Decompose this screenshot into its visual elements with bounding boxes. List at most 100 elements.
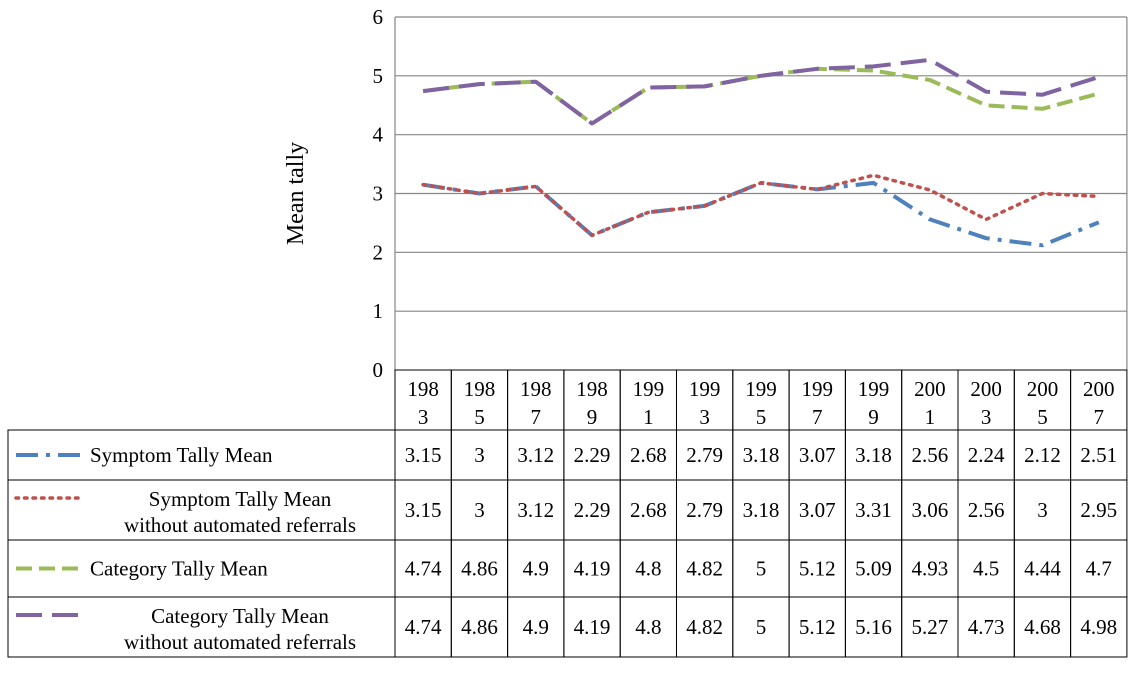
data-label: 4.86	[461, 557, 498, 581]
x-tick-label: 1	[925, 405, 936, 429]
data-label: 5.09	[855, 557, 892, 581]
y-axis-tick-labels: 0 1 2 3 4 5 6	[373, 5, 384, 382]
data-label: 5.12	[799, 615, 836, 639]
y-tick-label: 6	[373, 5, 384, 29]
y-tick-label: 2	[373, 240, 384, 264]
series-line-2	[421, 173, 1101, 238]
x-tick-label: 9	[868, 405, 879, 429]
x-tick-label: 198	[520, 377, 552, 401]
data-label: 2.24	[968, 443, 1005, 467]
series-line-4	[422, 57, 1100, 126]
x-tick-label: 5	[1037, 405, 1048, 429]
data-label: 2.12	[1024, 443, 1061, 467]
data-label: 3.06	[911, 498, 948, 522]
data-label: 4.82	[686, 557, 723, 581]
legend-label: Symptom Tally Mean	[149, 487, 332, 511]
data-label: 4.5	[973, 557, 999, 581]
data-label: 5.12	[799, 557, 836, 581]
data-label: 5	[756, 615, 767, 639]
data-label: 4.9	[523, 557, 549, 581]
legend-label: Category Tally Mean	[151, 604, 329, 628]
data-label: 4.44	[1024, 557, 1061, 581]
data-label: 4.7	[1086, 557, 1112, 581]
y-tick-label: 5	[373, 64, 384, 88]
data-label: 3.18	[743, 498, 780, 522]
y-tick-label: 3	[373, 182, 384, 206]
x-tick-label: 200	[1083, 377, 1115, 401]
y-axis-label: Mean tally	[283, 142, 309, 245]
data-label: 2.29	[574, 443, 611, 467]
y-tick-label: 1	[373, 299, 384, 323]
data-label: 2.56	[968, 498, 1005, 522]
data-label: 4.98	[1080, 615, 1117, 639]
data-label: 3.15	[405, 498, 442, 522]
data-label: 2.68	[630, 498, 667, 522]
data-label: 3	[474, 443, 485, 467]
data-label: 4.73	[968, 615, 1005, 639]
data-label: 3.31	[855, 498, 892, 522]
data-label: 2.56	[911, 443, 948, 467]
x-tick-label: 199	[745, 377, 777, 401]
data-label: 4.19	[574, 557, 611, 581]
data-label: 3	[1037, 498, 1048, 522]
legend-label: Category Tally Mean	[90, 557, 268, 581]
data-label: 4.74	[405, 615, 442, 639]
x-tick-label: 7	[812, 405, 823, 429]
value-cell	[1070, 596, 1128, 658]
x-tick-label: 200	[970, 377, 1002, 401]
data-label: 4.68	[1024, 615, 1061, 639]
data-label: 5	[756, 557, 767, 581]
data-label: 3	[474, 498, 485, 522]
data-label: 5.27	[911, 615, 948, 639]
x-tick-label: 1	[643, 405, 654, 429]
data-label: 2.29	[574, 498, 611, 522]
series-lines	[421, 57, 1101, 248]
x-tick-label: 199	[633, 377, 665, 401]
x-tick-label: 199	[802, 377, 834, 401]
data-label: 2.51	[1080, 443, 1117, 467]
legend-label: without automated referrals	[124, 630, 356, 654]
data-label: 2.68	[630, 443, 667, 467]
data-label: 3.07	[799, 443, 836, 467]
data-label: 4.86	[461, 615, 498, 639]
x-tick-label: 7	[531, 405, 542, 429]
x-tick-label: 3	[981, 405, 992, 429]
data-label: 2.95	[1080, 498, 1117, 522]
x-tick-label: 7	[1094, 405, 1105, 429]
data-label: 4.19	[574, 615, 611, 639]
data-label: 4.82	[686, 615, 723, 639]
x-tick-label: 5	[474, 405, 485, 429]
x-tick-label: 198	[407, 377, 439, 401]
data-label: 4.8	[635, 615, 661, 639]
gridlines	[394, 16, 1128, 370]
data-label: 4.74	[405, 557, 442, 581]
x-tick-label: 3	[699, 405, 710, 429]
x-tick-label: 9	[587, 405, 598, 429]
data-label: 4.8	[635, 557, 661, 581]
x-tick-label: 200	[1027, 377, 1059, 401]
legend-label: Symptom Tally Mean	[90, 443, 273, 467]
x-tick-label: 198	[576, 377, 608, 401]
data-table: 198 3 198 5 198 7 198 9 199 1 199 3 199 5 199 7 199 9 200 1…	[7, 369, 1128, 658]
legend-label: without automated referrals	[124, 513, 356, 537]
data-label: 3.12	[517, 443, 554, 467]
data-label: 2.79	[686, 443, 723, 467]
data-label: 3.07	[799, 498, 836, 522]
data-label: 3.18	[743, 443, 780, 467]
x-tick-label: 5	[756, 405, 767, 429]
data-label: 4.9	[523, 615, 549, 639]
data-label: 3.15	[405, 443, 442, 467]
data-label: 2.79	[686, 498, 723, 522]
x-tick-label: 199	[689, 377, 721, 401]
data-label: 4.93	[911, 557, 948, 581]
data-label: 3.18	[855, 443, 892, 467]
y-tick-label: 0	[373, 358, 384, 382]
x-tick-label: 3	[418, 405, 429, 429]
data-label: 3.12	[517, 498, 554, 522]
x-tick-label: 200	[914, 377, 946, 401]
y-tick-label: 4	[373, 123, 384, 147]
data-label: 5.16	[855, 615, 892, 639]
x-tick-label: 198	[464, 377, 496, 401]
x-tick-label: 199	[858, 377, 890, 401]
